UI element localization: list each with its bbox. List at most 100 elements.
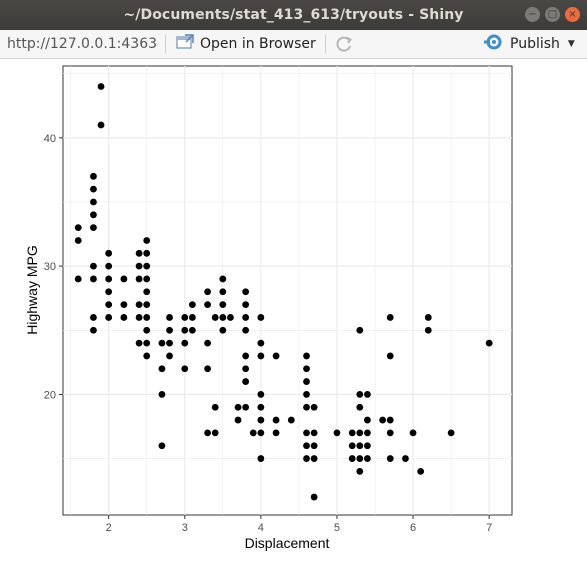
chevron-down-icon[interactable]: ▼ <box>567 39 575 49</box>
data-point <box>204 288 211 296</box>
window-titlebar: ~/Documents/stat_413_613/tryouts - Shiny… <box>0 0 587 30</box>
data-point <box>447 429 455 437</box>
data-point <box>143 249 151 257</box>
data-point <box>386 455 394 462</box>
y-axis: 20 30 40 <box>44 133 63 401</box>
y-tick-label: 40 <box>44 133 56 145</box>
data-point <box>204 429 211 437</box>
data-point <box>90 262 97 270</box>
data-point <box>242 352 250 360</box>
x-tick-label: 5 <box>334 522 340 534</box>
close-button[interactable]: × <box>565 7 580 22</box>
data-point <box>74 275 82 283</box>
data-point <box>219 301 227 309</box>
data-point <box>364 391 371 398</box>
maximize-button[interactable]: □ <box>545 7 560 22</box>
data-point <box>303 429 310 437</box>
data-point <box>386 416 394 424</box>
x-axis: 2 3 4 5 6 7 <box>106 515 492 534</box>
data-point <box>105 314 113 321</box>
data-point <box>272 416 280 424</box>
data-point <box>257 416 265 424</box>
plot-panel <box>62 65 513 516</box>
data-point <box>310 429 318 437</box>
data-point <box>90 211 97 219</box>
data-point <box>386 314 394 321</box>
data-point <box>310 455 318 462</box>
data-point <box>303 455 310 462</box>
data-point <box>105 275 113 283</box>
data-point <box>135 275 143 283</box>
x-axis-label: Displacement <box>245 535 330 551</box>
open-in-browser-button[interactable]: Open in Browser <box>176 34 316 54</box>
data-point <box>303 442 310 450</box>
data-point <box>272 352 280 360</box>
data-point <box>272 429 280 437</box>
publish-button[interactable]: Publish ▼ <box>484 34 575 54</box>
data-point <box>242 365 250 373</box>
data-point <box>257 314 265 321</box>
data-points <box>74 83 493 501</box>
data-point <box>219 314 227 321</box>
data-point <box>158 365 166 373</box>
data-point <box>485 339 493 347</box>
refresh-button[interactable] <box>334 34 354 54</box>
x-tick-label: 6 <box>410 522 416 534</box>
data-point <box>181 339 189 347</box>
data-point <box>120 275 128 283</box>
data-point <box>310 403 318 411</box>
x-tick-label: 4 <box>258 522 264 534</box>
data-point <box>409 429 417 437</box>
y-axis-label: Highway MPG <box>24 245 40 334</box>
data-point <box>135 301 143 309</box>
data-point <box>143 262 151 270</box>
data-point <box>227 314 234 321</box>
minimize-button[interactable]: − <box>525 7 540 22</box>
data-point <box>348 455 356 462</box>
data-point <box>188 326 196 334</box>
data-point <box>135 339 143 347</box>
data-point <box>105 288 113 296</box>
data-point <box>219 326 227 334</box>
data-point <box>120 314 128 321</box>
data-point <box>105 249 113 257</box>
data-point <box>386 429 394 437</box>
publish-label: Publish <box>510 36 560 52</box>
data-point <box>158 442 166 450</box>
data-point <box>242 301 250 309</box>
data-point <box>90 275 97 283</box>
data-point <box>143 326 151 334</box>
data-point <box>303 365 310 373</box>
refresh-icon <box>334 36 354 58</box>
data-point <box>417 467 425 475</box>
data-point <box>219 288 227 296</box>
data-point <box>424 314 432 321</box>
y-tick-label: 20 <box>44 389 56 401</box>
data-point <box>166 326 173 334</box>
rstudio-connect-icon <box>484 33 504 55</box>
data-point <box>234 416 242 424</box>
toolbar-divider <box>165 35 166 53</box>
viewer-toolbar: http://127.0.0.1:4363 Open in Browser <box>0 30 587 59</box>
data-point <box>402 455 409 462</box>
data-point <box>257 429 265 437</box>
data-point <box>105 301 113 309</box>
address-url[interactable]: http://127.0.0.1:4363 <box>7 36 158 52</box>
toolbar-divider <box>325 35 326 53</box>
data-point <box>242 326 250 334</box>
y-tick-label: 30 <box>44 261 56 273</box>
data-point <box>303 352 310 360</box>
data-point <box>143 352 151 360</box>
data-point <box>257 455 265 462</box>
data-point <box>143 314 151 321</box>
x-tick-label: 3 <box>182 522 188 534</box>
data-point <box>364 416 371 424</box>
data-point <box>364 429 371 437</box>
data-point <box>188 314 196 321</box>
data-point <box>90 198 97 206</box>
external-window-icon <box>176 34 194 54</box>
data-point <box>204 339 211 347</box>
data-point <box>181 365 189 373</box>
data-point <box>310 493 318 501</box>
data-point <box>424 326 432 334</box>
